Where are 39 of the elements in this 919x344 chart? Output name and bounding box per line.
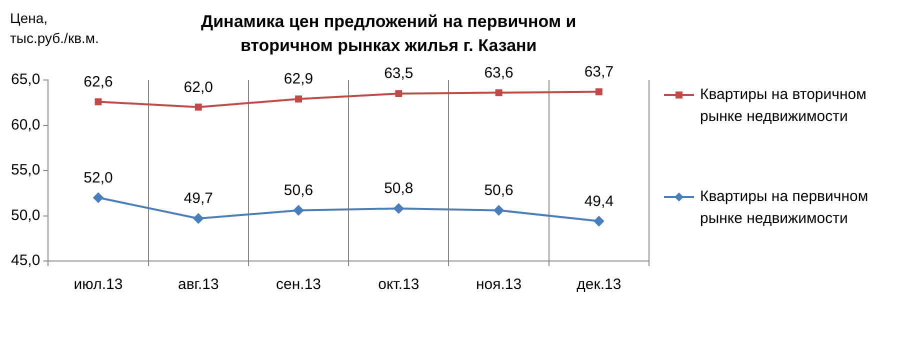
point [93, 192, 104, 203]
data-label: 50,6 [484, 182, 514, 199]
data-label: 63,6 [484, 64, 514, 82]
data-label: 62,0 [184, 78, 213, 96]
point [295, 96, 302, 102]
x-tick-label: ноя.13 [476, 276, 522, 294]
y-tick-label: 55,0 [10, 162, 40, 179]
point [494, 205, 504, 216]
x-tick-label: авг.13 [178, 276, 219, 294]
x-tick-label: июл.13 [74, 276, 123, 294]
point [395, 90, 402, 98]
point [394, 204, 404, 214]
y-axis-title: Цена, тыс.руб./кв.м. [10, 10, 99, 46]
legend-label: Квартиры на вторичном рынке недвижимости [700, 86, 866, 126]
data-label: 49,7 [184, 190, 213, 208]
point [294, 205, 304, 216]
point [594, 216, 604, 226]
data-label: 63,7 [584, 63, 614, 80]
data-label: 50,8 [384, 180, 414, 198]
point [595, 88, 602, 96]
y-tick-label: 60,0 [10, 116, 40, 134]
chart-title: Динамика цен предложений на первичном и вторичном рынках жилья г. Казани [200, 12, 576, 56]
data-label: 52,0 [84, 169, 113, 186]
y-tick-label: 45,0 [10, 252, 40, 270]
y-tick-label: 65,0 [10, 71, 40, 88]
data-label: 63,5 [384, 65, 414, 82]
data-label: 50,6 [284, 182, 314, 199]
point [94, 98, 102, 106]
point [193, 213, 204, 224]
legend-label: Квартиры на первичном рынке недвижимости [700, 188, 868, 228]
data-label: 62,6 [84, 73, 113, 90]
y-tick-label: 50,0 [10, 206, 40, 224]
data-label: 49,4 [584, 192, 614, 210]
point [495, 89, 502, 96]
data-label: 62,9 [284, 70, 314, 88]
x-tick-label: сен.13 [276, 276, 322, 294]
point [194, 104, 202, 111]
x-tick-label: окт.13 [378, 276, 420, 294]
x-tick-label: дек.13 [576, 276, 622, 294]
